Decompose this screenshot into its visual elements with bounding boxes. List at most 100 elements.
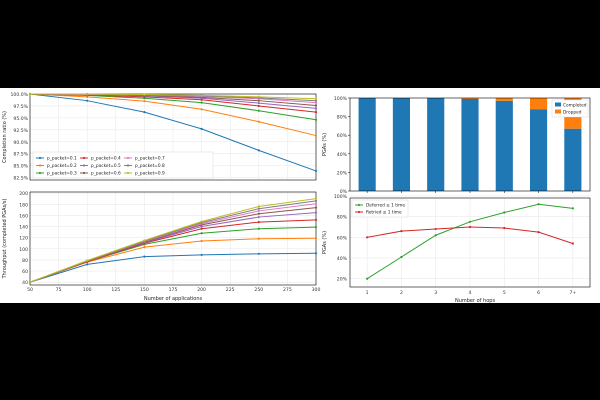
data-point xyxy=(314,197,318,200)
x-tick-label: 3 xyxy=(434,290,437,296)
data-point xyxy=(257,220,260,224)
bar-segment xyxy=(392,98,410,191)
data-point xyxy=(314,225,318,229)
data-point xyxy=(200,253,203,257)
y-tick-label: 100 xyxy=(19,247,28,253)
data-point xyxy=(28,92,32,96)
y-tick-label: 100.0% xyxy=(10,92,28,98)
data-point xyxy=(314,101,318,104)
legend-marker xyxy=(38,171,42,175)
legend-label: Retried ≥ 1 time xyxy=(366,210,402,216)
legend-label: p_packet=0.7 xyxy=(135,156,165,162)
y-tick-label: 80% xyxy=(337,215,348,221)
x-tick-label: 225 xyxy=(226,287,235,293)
data-point xyxy=(200,225,203,228)
y-tick-label: 20% xyxy=(337,277,348,283)
series-line xyxy=(29,198,317,283)
data-point xyxy=(314,118,318,121)
data-point xyxy=(366,236,369,239)
x-axis-label: Number of hops xyxy=(455,298,495,303)
legend-marker xyxy=(38,164,42,167)
data-point xyxy=(143,93,146,96)
series-line xyxy=(29,252,317,283)
data-point xyxy=(257,101,260,105)
bar-segment xyxy=(495,100,513,191)
x-tick-label: 7+ xyxy=(569,290,576,296)
y-tick-label: 20% xyxy=(337,170,348,176)
x-axis-label: Number of applications xyxy=(144,296,203,302)
x-tick-label: 4 xyxy=(469,290,472,296)
data-point xyxy=(143,255,146,258)
data-point xyxy=(257,95,260,98)
plot-frame xyxy=(349,97,591,192)
legend-marker xyxy=(82,164,86,167)
series-line xyxy=(29,93,317,137)
data-point xyxy=(200,220,203,223)
data-point xyxy=(257,104,260,108)
figure-panel: 82.5% 85.0% 87.5% 90.0% 92.5% 95.0% 97.5% 100.0… xyxy=(0,88,600,304)
x-tick-label: 6 xyxy=(537,290,540,296)
hops-line-chart: 20% 40% 60% 80% 100% 1 2 3 4 5 6 7+ PGAs (%) Number o… xyxy=(322,194,591,304)
figure-svg: 82.5% 85.0% 87.5% 90.0% 92.5% 95.0% 97.5% 100.0… xyxy=(2,92,591,304)
legend-label: p_packet=0.3 xyxy=(47,171,77,177)
data-point xyxy=(314,97,318,100)
throughput-chart: 40 60 80 100 120 140 160 180 200 50 75 100 125 150 175… xyxy=(2,191,320,302)
legend-label: Deferred ≥ 1 time xyxy=(366,203,405,209)
data-point xyxy=(28,281,32,284)
legend-label: p_packet=0.6 xyxy=(91,171,121,177)
x-tick-label: 150 xyxy=(140,287,149,293)
data-point xyxy=(257,109,260,112)
x-tick-label: 125 xyxy=(111,287,120,293)
y-tick-label: 100% xyxy=(334,96,348,102)
series-line xyxy=(30,93,317,100)
data-point xyxy=(257,120,260,123)
legend-marker xyxy=(82,156,86,160)
data-point xyxy=(200,227,203,230)
x-tick-label: 300 xyxy=(312,287,321,293)
y-tick-label: 80% xyxy=(337,115,348,121)
data-point xyxy=(314,104,318,107)
data-point xyxy=(537,231,540,234)
legend-box xyxy=(351,199,409,218)
data-point xyxy=(314,206,318,209)
legend-marker xyxy=(38,156,42,160)
y-axis-label: Throughput (completed PGAs/s) xyxy=(2,199,8,280)
y-tick-label: 82.5% xyxy=(13,176,28,182)
data-point xyxy=(434,234,437,237)
y-tick-label: 120 xyxy=(19,236,28,242)
legend-marker xyxy=(126,171,130,175)
legend-label: Dropped xyxy=(563,110,582,116)
data-point xyxy=(257,215,260,219)
data-point xyxy=(366,277,369,280)
legend: p_packet=0.1p_packet=0.2 p_packet=0.3 p_pa… xyxy=(32,151,214,179)
data-point xyxy=(400,230,403,233)
data-point xyxy=(143,246,146,249)
y-tick-label: 85.0% xyxy=(13,164,28,170)
data-point xyxy=(257,99,260,102)
data-point xyxy=(314,237,318,240)
data-point xyxy=(86,99,89,102)
outcome-bar-chart: 0% 20% 40% 60% 80% 100% PGAs (%) CompletedDropp… xyxy=(322,96,591,195)
data-point xyxy=(257,227,260,230)
y-tick-label: 87.5% xyxy=(13,152,28,158)
legend-label: p_packet=0.8 xyxy=(135,163,165,169)
data-point xyxy=(86,259,89,262)
y-tick-label: 140 xyxy=(19,225,28,231)
data-point xyxy=(200,108,203,111)
y-tick-label: 60 xyxy=(22,269,28,275)
y-tick-label: 200 xyxy=(19,191,28,197)
legend-marker xyxy=(126,164,130,167)
data-point xyxy=(314,211,318,214)
y-tick-label: 60% xyxy=(337,235,348,241)
data-point xyxy=(200,94,203,97)
legend-label: Completed xyxy=(563,103,587,109)
data-point xyxy=(314,199,318,203)
y-tick-label: 95.0% xyxy=(13,116,28,122)
legend-swatch xyxy=(555,109,561,114)
data-point xyxy=(314,134,318,137)
y-tick-label: 97.5% xyxy=(13,104,28,110)
legend-label: p_packet=0.2 xyxy=(47,163,77,169)
